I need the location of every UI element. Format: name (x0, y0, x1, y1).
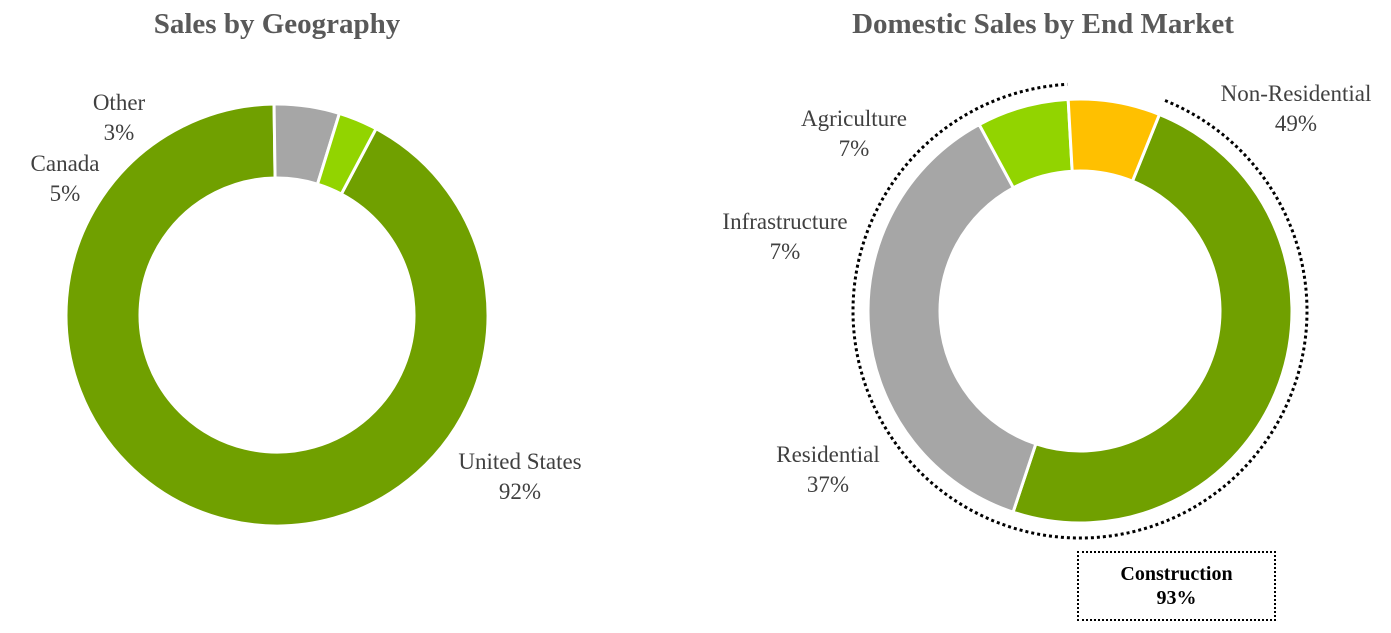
end-market-chart-title: Domestic Sales by End Market (852, 8, 1234, 40)
data-label-residential: Residential 37% (776, 442, 879, 497)
slice-united-states (64, 102, 490, 528)
data-label-other: Other 3% (93, 90, 146, 145)
construction-bracket-arc (851, 82, 1309, 540)
geography-chart-title: Sales by Geography (153, 8, 401, 40)
geography-donut: United States 92% Canada 5% Other 3% (31, 90, 582, 528)
data-label-category: Agriculture (801, 106, 907, 131)
data-label-category: Infrastructure (722, 209, 847, 234)
data-label-category: Residential (776, 442, 879, 467)
data-label-percent: 37% (807, 472, 849, 497)
end-market-donut: Non-Residential 49% Residential 37% Infrastr… (722, 81, 1372, 525)
data-label-percent: 7% (770, 239, 801, 264)
construction-callout: Construction 93% (1077, 551, 1276, 621)
slice-other (315, 111, 379, 197)
data-label-canada: Canada 5% (31, 151, 100, 206)
slice-non-residential (1011, 112, 1294, 525)
construction-callout-title: Construction (1120, 563, 1233, 585)
slice-agriculture (1066, 97, 1162, 184)
data-label-category: Other (93, 90, 146, 115)
data-label-non-residential: Non-Residential 49% (1221, 81, 1372, 136)
data-label-percent: 3% (104, 120, 135, 145)
data-label-percent: 92% (499, 479, 541, 504)
data-label-infrastructure: Infrastructure 7% (722, 209, 847, 264)
data-label-percent: 49% (1275, 111, 1317, 136)
data-label-percent: 5% (50, 181, 81, 206)
data-label-category: United States (458, 449, 581, 474)
data-label-category: Canada (31, 151, 100, 176)
data-label-united-states: United States 92% (458, 449, 581, 504)
slice-residential (866, 122, 1038, 515)
data-label-percent: 7% (839, 136, 870, 161)
data-label-category: Non-Residential (1221, 81, 1372, 106)
construction-callout-value: 93% (1156, 587, 1197, 609)
data-label-agriculture: Agriculture 7% (801, 106, 907, 161)
